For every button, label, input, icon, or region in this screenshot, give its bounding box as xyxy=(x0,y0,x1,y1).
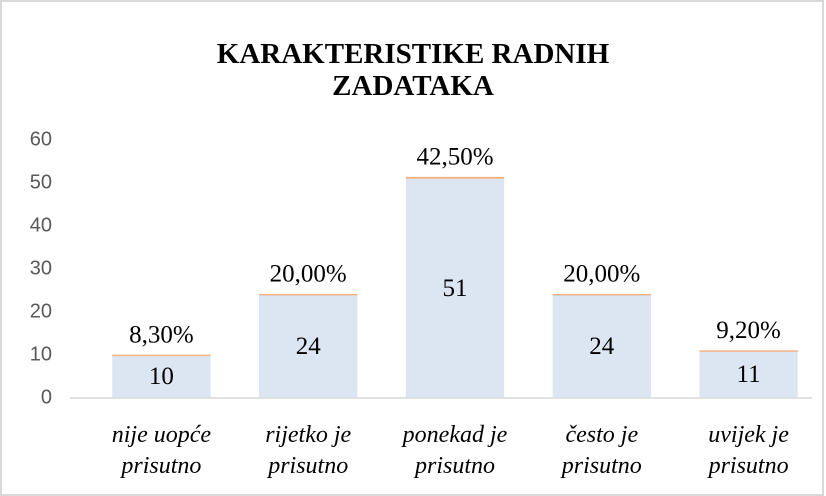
y-tick-label: 0 xyxy=(41,386,52,408)
value-label: 8,30% xyxy=(129,321,194,348)
value-label: 20,00% xyxy=(270,261,347,288)
x-tick-label: često je prisutno xyxy=(561,422,642,479)
value-label: 10 xyxy=(149,363,174,390)
value-label: 24 xyxy=(589,333,615,360)
bar-segment xyxy=(405,176,505,179)
value-label: 11 xyxy=(737,361,761,388)
x-tick-label: ponekad je prisutno xyxy=(402,422,508,479)
bar-segment xyxy=(112,355,211,398)
bar-segment xyxy=(405,178,505,398)
bar-segment xyxy=(259,293,358,296)
bar-segment xyxy=(259,294,358,398)
bar-segment xyxy=(112,354,211,357)
y-tick-label: 10 xyxy=(30,343,52,365)
bar-segment xyxy=(552,293,651,296)
value-label: 9,20% xyxy=(716,317,781,344)
y-tick-label: 40 xyxy=(30,214,52,236)
chart-title: KARAKTERISTIKE RADNIH ZADATAKA xyxy=(216,38,610,102)
bar-segment xyxy=(699,350,798,398)
bar-segment xyxy=(699,350,798,352)
bar-segment xyxy=(552,294,651,398)
x-tick-label: uvijek je prisutno xyxy=(708,422,789,479)
y-tick-label: 20 xyxy=(30,300,52,322)
y-tick-label: 60 xyxy=(30,128,52,150)
value-label: 24 xyxy=(296,333,322,360)
value-label: 20,00% xyxy=(563,261,640,288)
y-tick-label: 30 xyxy=(30,257,52,279)
value-label: 42,50% xyxy=(416,144,493,171)
y-tick-label: 50 xyxy=(30,171,52,193)
x-tick-label: rijetko je prisutno xyxy=(265,422,352,479)
x-tick-label: nije uopće prisutno xyxy=(111,422,212,479)
value-label: 51 xyxy=(443,275,468,302)
